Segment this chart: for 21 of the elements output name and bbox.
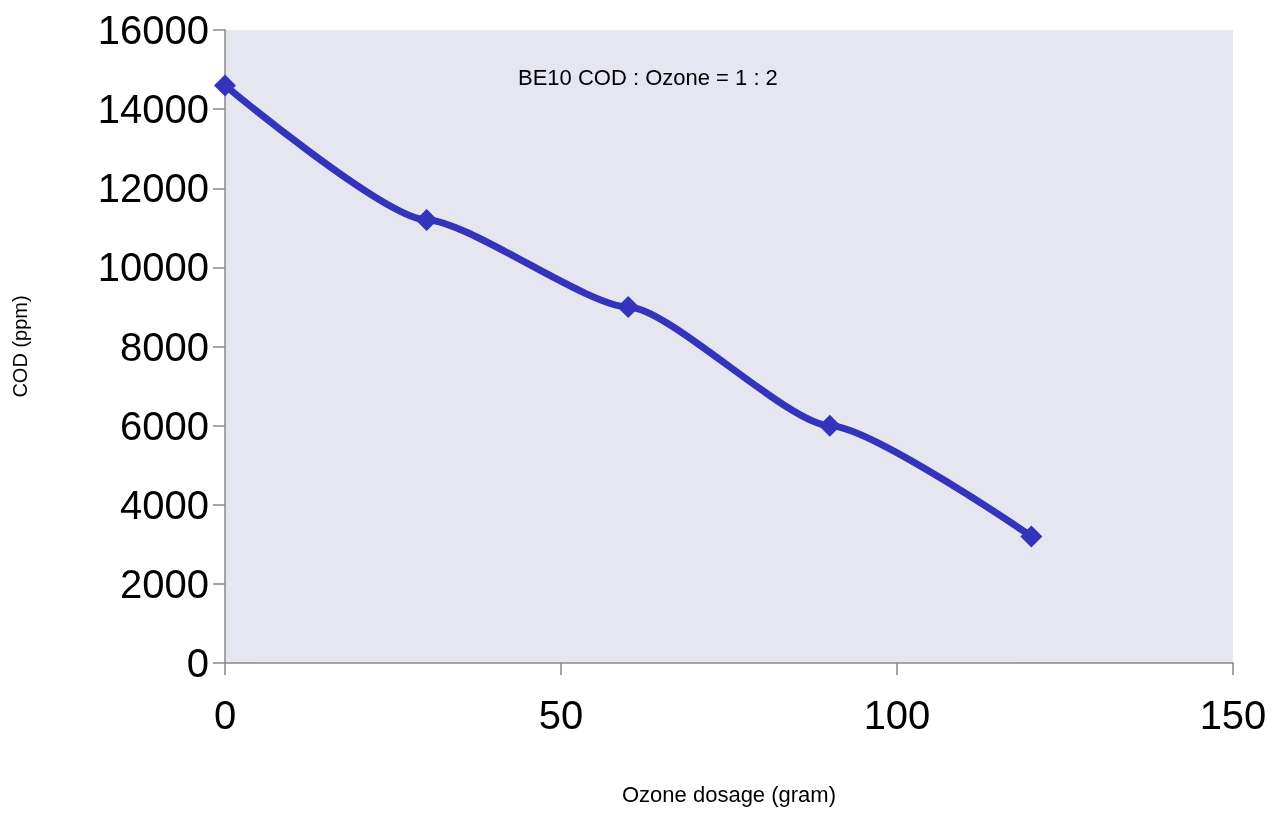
y-tick-label: 0 — [186, 641, 209, 685]
y-tick-label: 2000 — [120, 561, 209, 606]
x-axis-title: Ozone dosage (gram) — [622, 781, 836, 807]
y-tick-label: 8000 — [120, 324, 209, 369]
y-tick-label: 4000 — [120, 482, 209, 527]
y-tick-label: 12000 — [97, 166, 209, 211]
y-axis-title: COD (ppm) — [9, 295, 31, 398]
y-tick-label: 10000 — [97, 245, 209, 290]
point — [1020, 525, 1043, 548]
y-tick-label: 16000 — [97, 8, 209, 52]
x-tick-label: 100 — [863, 693, 931, 737]
point — [415, 208, 438, 231]
annotation: BE10 COD : Ozone = 1 : 2 — [518, 64, 778, 90]
x-tick-label: 50 — [538, 693, 584, 737]
y-tick-label: 6000 — [120, 403, 209, 448]
point — [818, 414, 841, 437]
point — [214, 74, 236, 97]
x-tick-label: 150 — [1199, 693, 1267, 737]
y-tick-label: 14000 — [97, 87, 209, 132]
point — [617, 295, 640, 318]
x-tick-label: 0 — [213, 693, 237, 737]
